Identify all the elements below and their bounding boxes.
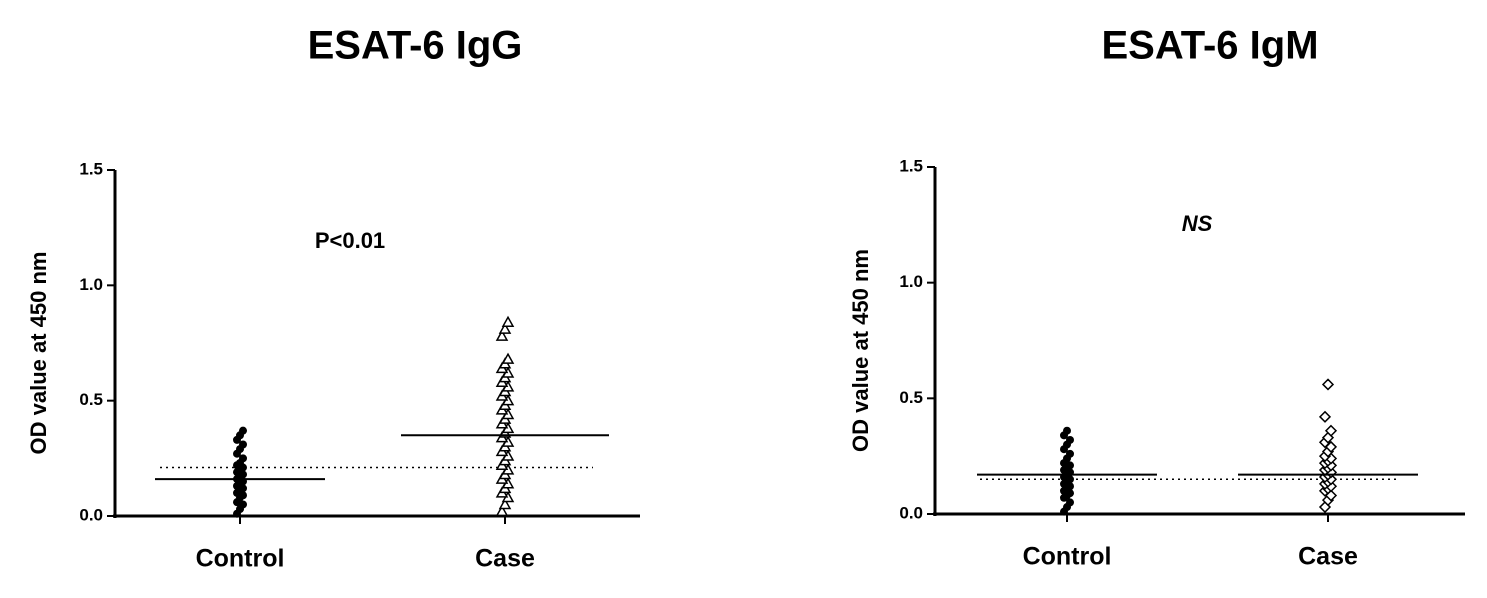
x-tick-label: Control	[1023, 543, 1112, 571]
y-axis-label: OD value at 450 nm	[26, 252, 51, 455]
annotation: NS	[1182, 211, 1213, 236]
data-point	[1066, 435, 1074, 444]
y-tick-label: 1.0	[899, 272, 923, 291]
data-point	[239, 500, 247, 509]
data-point	[1066, 449, 1074, 458]
data-point	[501, 315, 515, 327]
chart-title: ESAT-6 IgM	[1101, 24, 1318, 68]
x-tick-label: Case	[475, 545, 535, 573]
chart-title: ESAT-6 IgG	[308, 24, 523, 68]
x-tick-label: Case	[1298, 543, 1358, 571]
data-point	[1066, 498, 1074, 507]
y-tick-label: 1.5	[79, 159, 103, 178]
data-point	[239, 426, 247, 435]
data-point	[501, 352, 515, 364]
data-point	[498, 497, 512, 510]
chart-panel: ESAT-6 IgG OD value at 450 nm P<0.01 0.0 0.5…	[26, 24, 640, 573]
y-tick-label: 0.0	[79, 505, 103, 524]
data-point	[498, 322, 512, 334]
annotation: P<0.01	[315, 228, 385, 253]
y-tick-label: 0.0	[899, 503, 923, 522]
x-tick-label: Control	[196, 545, 285, 573]
data-point	[495, 504, 509, 517]
data-point	[1318, 410, 1332, 423]
data-point	[239, 440, 247, 449]
y-tick-label: 0.5	[899, 388, 923, 407]
data-point	[239, 454, 247, 463]
y-tick-label: 1.5	[899, 156, 923, 175]
data-point	[1324, 424, 1338, 437]
data-point	[1321, 378, 1335, 391]
y-axis-label: OD value at 450 nm	[848, 249, 873, 452]
data-point	[495, 329, 509, 341]
chart-panel: ESAT-6 IgM OD value at 450 nm NS 0.0 0.5 1.0 1…	[848, 24, 1465, 571]
y-tick-label: 1.0	[79, 275, 103, 294]
data-point	[1066, 461, 1074, 470]
data-point	[1063, 426, 1071, 435]
y-tick-label: 0.5	[79, 390, 103, 409]
